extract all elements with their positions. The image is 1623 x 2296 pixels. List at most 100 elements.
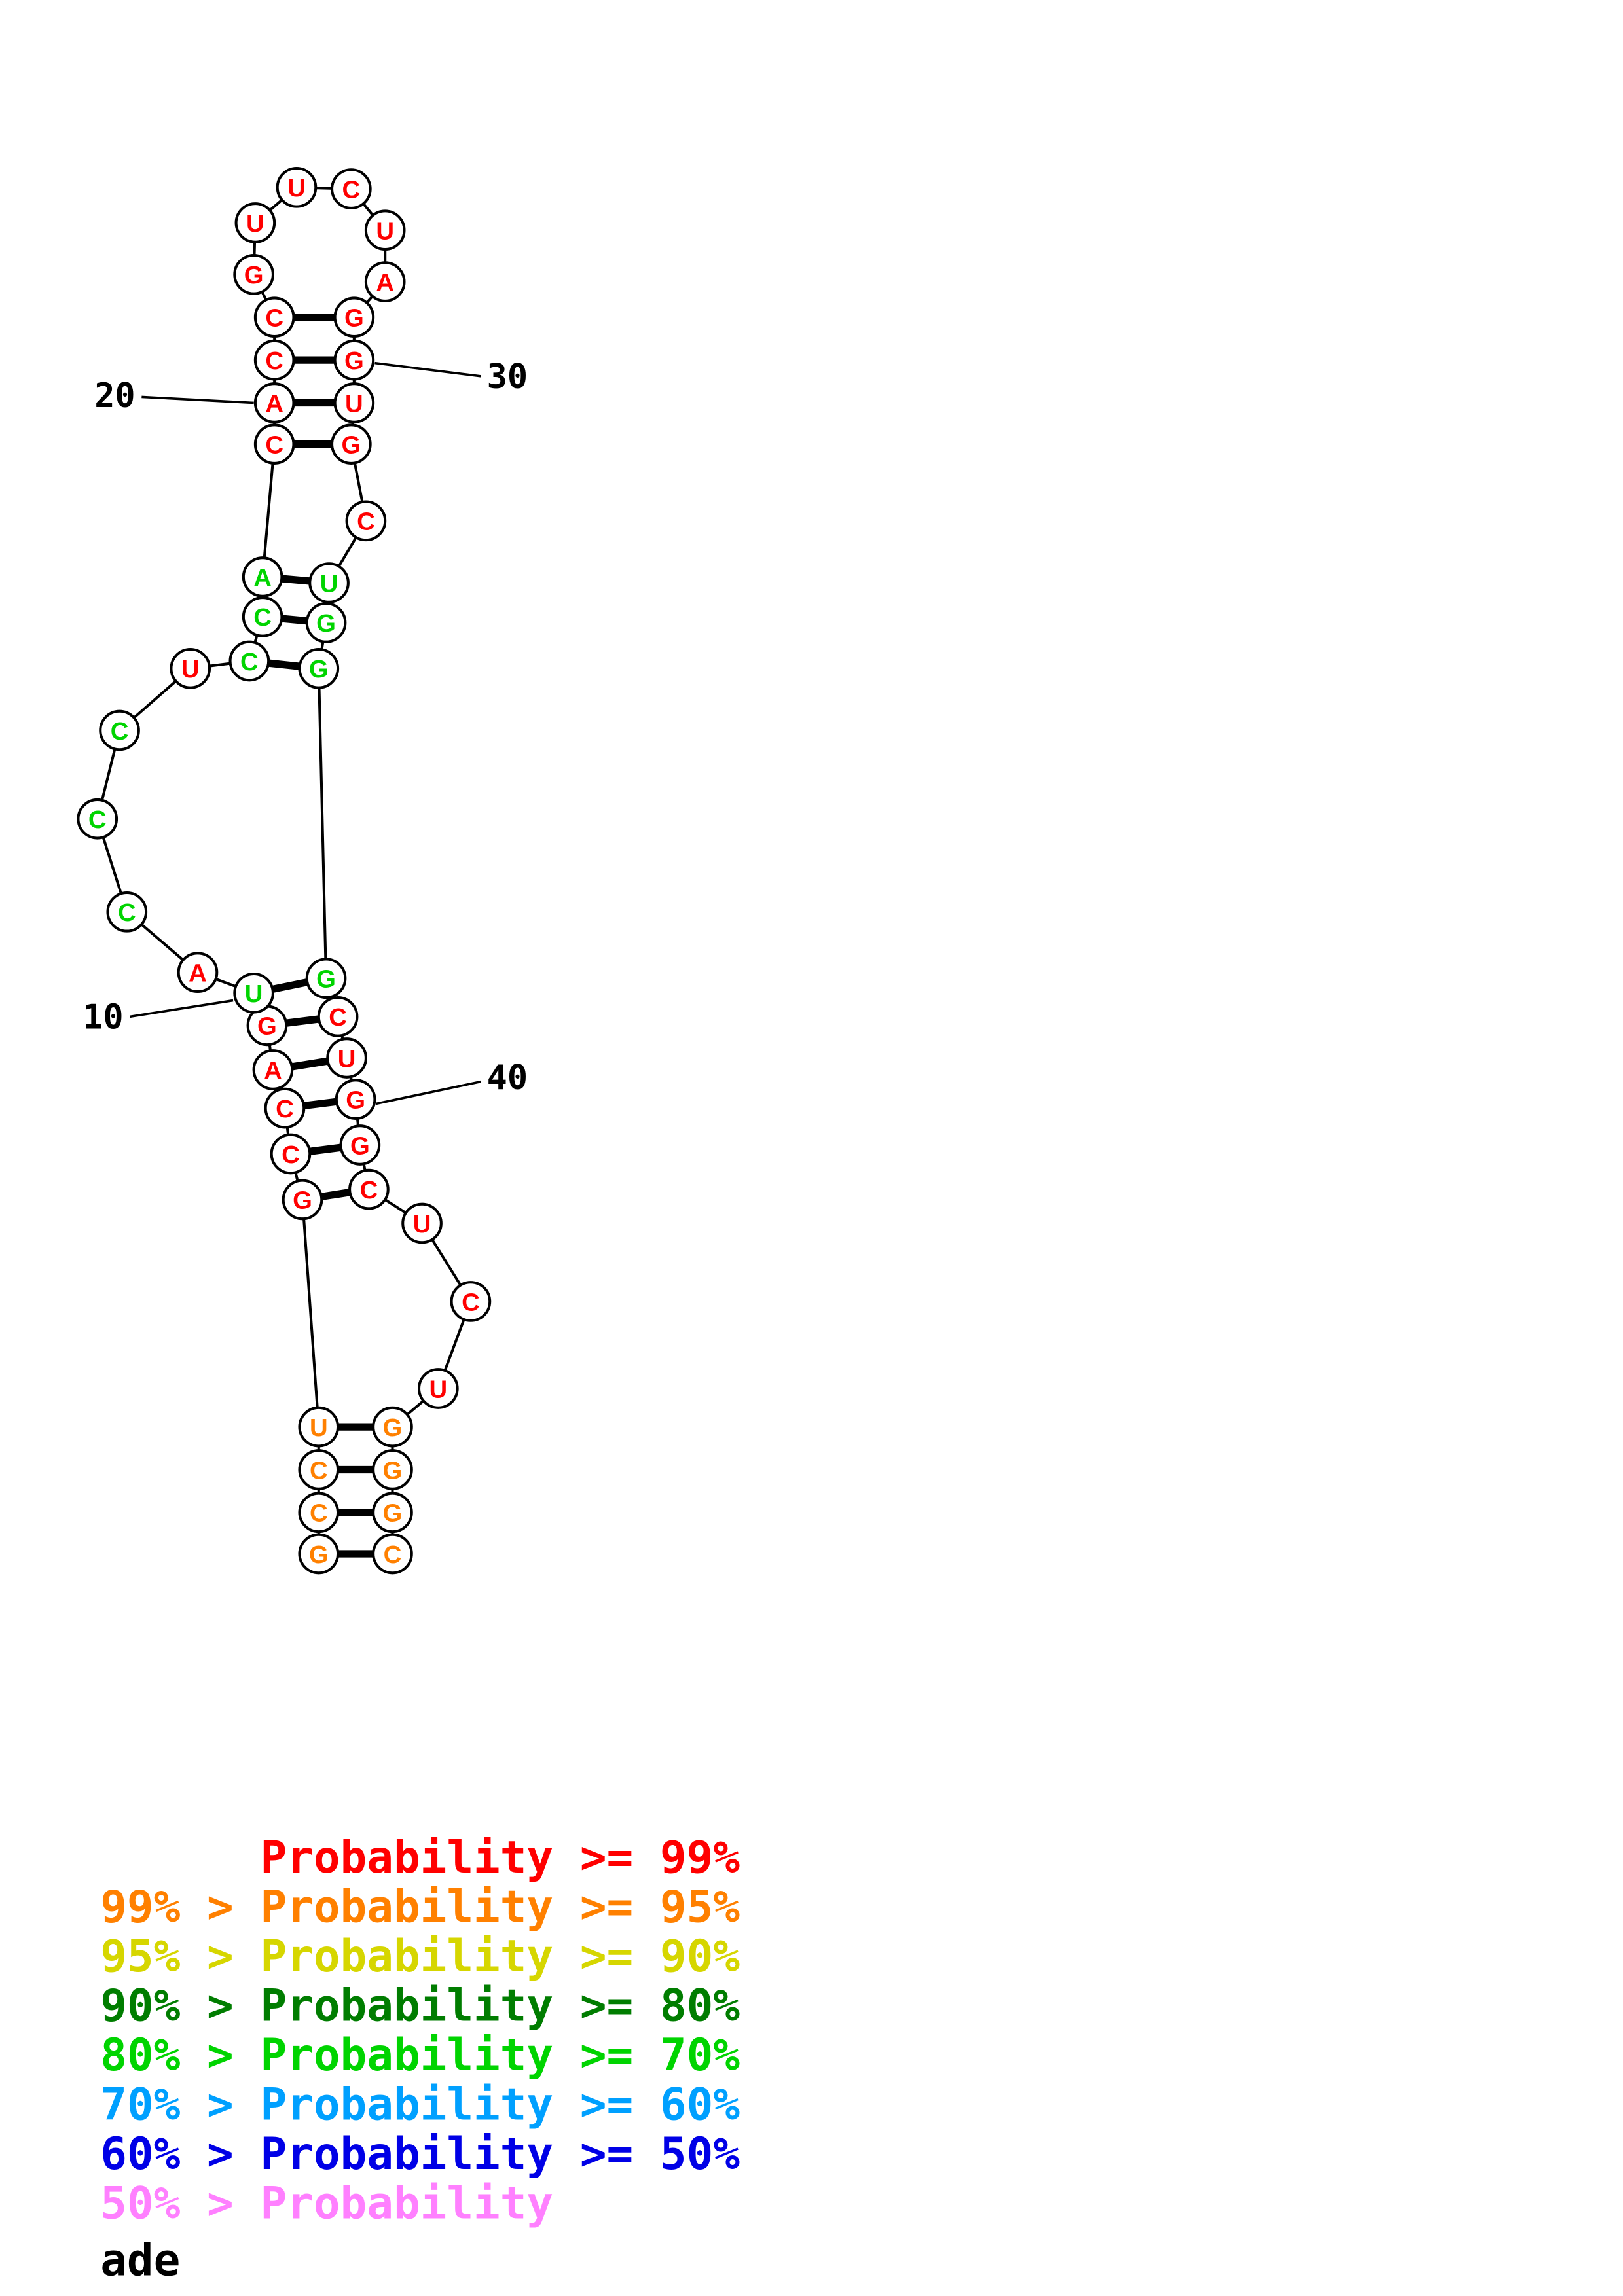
nucleotide-circle-35 [305,602,347,643]
nucleotide-base-3: C [310,1456,328,1484]
nucleotide-circle-16 [228,640,270,682]
nucleotide-base-30: G [344,347,364,375]
nucleotide-circle-4 [298,1406,340,1448]
sequence-number-leader [130,999,234,1018]
nucleotide-circle-14 [99,709,140,751]
nucleotide-base-14: C [111,717,129,745]
nucleotide-circle-41 [339,1124,381,1166]
nucleotide-base-35: G [316,609,336,637]
nucleotide-base-42: C [360,1176,378,1204]
nucleotide-circle-2 [298,1492,340,1534]
legend-entry-label: Probability >= 70% [260,2029,740,2081]
nucleotide-base-4: U [310,1414,328,1442]
nucleotide-circle-10 [233,972,274,1014]
nucleotide-circle-11 [177,952,219,994]
nucleotide-circle-13 [77,798,119,840]
nucleotide-circle-40 [335,1079,376,1120]
legend-entry-prefix: 90% > [100,1980,233,2032]
nucleotide-circle-33 [345,500,387,542]
legend-entry-label: Probability >= 90% [260,1930,740,1982]
nucleotide-base-6: C [282,1141,300,1169]
nucleotide-circle-27 [364,209,406,251]
nucleotide-base-43: U [413,1210,431,1238]
legend-entry-label: Probability >= 95% [260,1880,740,1932]
nucleotide-base-34: U [320,569,338,598]
nucleotide-circle-8 [252,1049,294,1090]
nucleotide-circle-49 [372,1533,413,1575]
nucleotide-base-29: G [344,304,364,332]
nucleotide-circle-19 [253,423,295,465]
nucleotide-circle-5 [282,1179,323,1221]
nucleotide-circle-26 [331,168,372,209]
nucleotide-circle-36 [298,647,340,689]
legend-entry-label: Probability >= 99% [260,1831,740,1883]
nucleotide-circle-12 [106,891,148,933]
nucleotide-base-7: C [276,1095,294,1123]
nucleotide-circle-6 [270,1133,312,1175]
nucleotide-base-17: C [253,603,272,632]
sequence-number-leader [376,1080,482,1105]
legend-entry-label: Probability >= 50% [260,2128,740,2179]
legend-entry-prefix: 99% > [100,1880,233,1932]
nucleotide-base-27: U [376,217,394,245]
nucleotide-base-32: G [341,431,361,459]
nucleotide-circle-47 [372,1449,413,1490]
sequence-number-label: 40 [487,1058,528,1098]
nucleotide-base-8: A [264,1056,282,1085]
nucleotide-circle-29 [333,296,375,338]
nucleotide-circle-28 [364,261,406,302]
nucleotide-base-25: U [287,174,306,202]
backbone-segment [301,1199,320,1427]
nucleotide-base-21: C [265,347,283,375]
nucleotide-circle-3 [298,1449,340,1490]
nucleotide-circle-1 [298,1533,340,1575]
nucleotide-base-11: A [189,960,207,988]
nucleotide-circle-38 [317,996,359,1037]
nucleotide-base-44: C [462,1288,480,1316]
nucleotide-base-31: U [345,389,363,418]
sequence-number-leader [141,395,254,404]
sequence-name: ade [100,2234,180,2286]
legend-entry-prefix: 50% > [100,2178,233,2229]
nucleotide-base-36: G [309,655,329,683]
nucleotide-circle-39 [326,1037,367,1079]
nucleotide-base-23: G [244,261,264,289]
nucleotide-circle-25 [276,166,318,208]
legend-entry-prefix: 95% > [100,1930,233,1982]
nucleotide-base-38: C [329,1003,347,1031]
nucleotide-base-1: G [309,1541,329,1569]
nucleotide-base-20: A [265,389,283,418]
nucleotide-circle-45 [418,1368,459,1409]
nucleotide-circle-34 [308,562,350,603]
nucleotide-base-19: C [265,431,283,459]
nucleotide-circle-20 [253,382,295,423]
sequence-number-leader [374,361,481,378]
nucleotide-base-18: A [253,564,272,592]
backbone-segment [261,444,276,577]
nucleotide-circle-42 [348,1168,390,1210]
nucleotide-circle-7 [264,1087,306,1129]
legend-entry-label: Probability >= 80% [260,1980,740,2032]
nucleotide-base-15: U [181,655,200,683]
nucleotide-base-13: C [88,806,107,834]
nucleotide-circle-22 [253,296,295,338]
legend-entry-prefix: 80% > [100,2029,233,2081]
nucleotide-base-41: G [350,1132,370,1160]
nucleotide-base-10: U [245,980,263,1008]
nucleotide-base-33: C [357,508,375,536]
nucleotide-base-16: C [240,648,259,676]
nucleotide-circle-32 [331,423,372,465]
nucleotide-base-40: G [346,1086,365,1114]
nucleotide-circle-30 [333,339,375,381]
nucleotide-base-5: G [293,1187,312,1215]
nucleotide-base-22: C [265,304,283,332]
nucleotide-base-2: C [310,1499,328,1528]
nucleotide-circle-23 [233,253,274,295]
nucleotide-circle-43 [401,1202,443,1244]
sequence-number-label: 20 [94,376,135,416]
nucleotide-base-46: G [383,1414,403,1442]
nucleotide-circle-15 [170,647,211,689]
sequence-number-label: 30 [487,357,528,397]
nucleotide-circle-21 [253,339,295,381]
